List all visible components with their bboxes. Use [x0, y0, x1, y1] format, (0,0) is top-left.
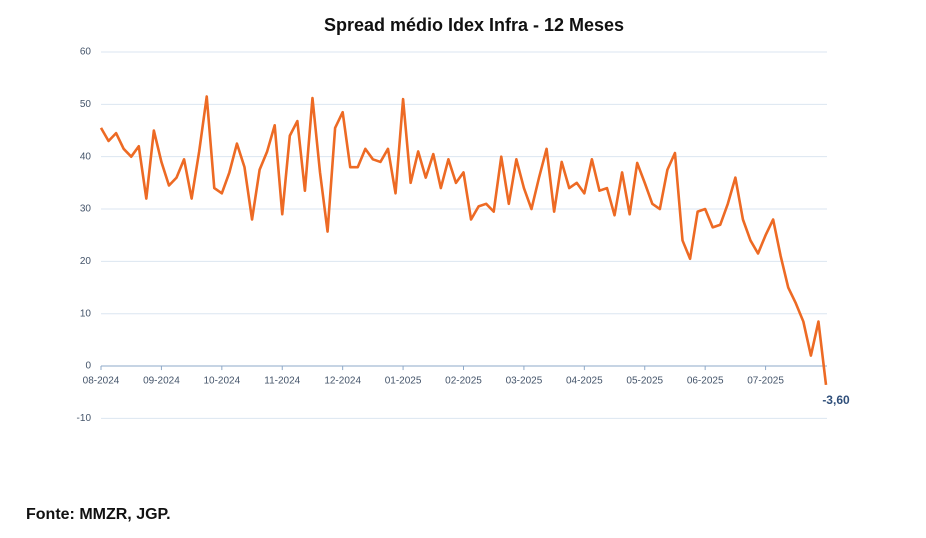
chart-title: Spread médio Idex Infra - 12 Meses — [324, 15, 624, 35]
x-tick-label: 07-2025 — [747, 376, 784, 387]
y-tick-label: -10 — [77, 413, 92, 424]
x-tick-label: 06-2025 — [687, 376, 724, 387]
x-tick-label: 05-2025 — [626, 376, 663, 387]
x-tick-label: 03-2025 — [506, 376, 543, 387]
x-tick-label: 09-2024 — [143, 376, 180, 387]
data-label: -3,60 — [822, 393, 850, 407]
x-tick-label: 02-2025 — [445, 376, 482, 387]
x-tick-label: 12-2024 — [324, 376, 361, 387]
series-line — [99, 95, 828, 386]
x-tick-label: 10-2024 — [203, 376, 240, 387]
y-tick-label: 10 — [80, 308, 92, 319]
x-tick-label: 01-2025 — [385, 376, 422, 387]
y-tick-label: 30 — [80, 204, 92, 215]
x-tick-label: 04-2025 — [566, 376, 603, 387]
y-tick-label: 40 — [80, 151, 92, 162]
y-tick-label: 50 — [80, 99, 92, 110]
x-tick-label: 08-2024 — [83, 376, 120, 387]
x-tick-label: 11-2024 — [264, 376, 300, 387]
y-tick-label: 20 — [80, 256, 92, 267]
y-tick-label: 0 — [85, 361, 91, 372]
chart: Spread médio Idex Infra - 12 Meses -1001… — [77, 15, 850, 424]
y-tick-label: 60 — [80, 47, 92, 58]
source-note: Fonte: MMZR, JGP. — [26, 506, 171, 523]
